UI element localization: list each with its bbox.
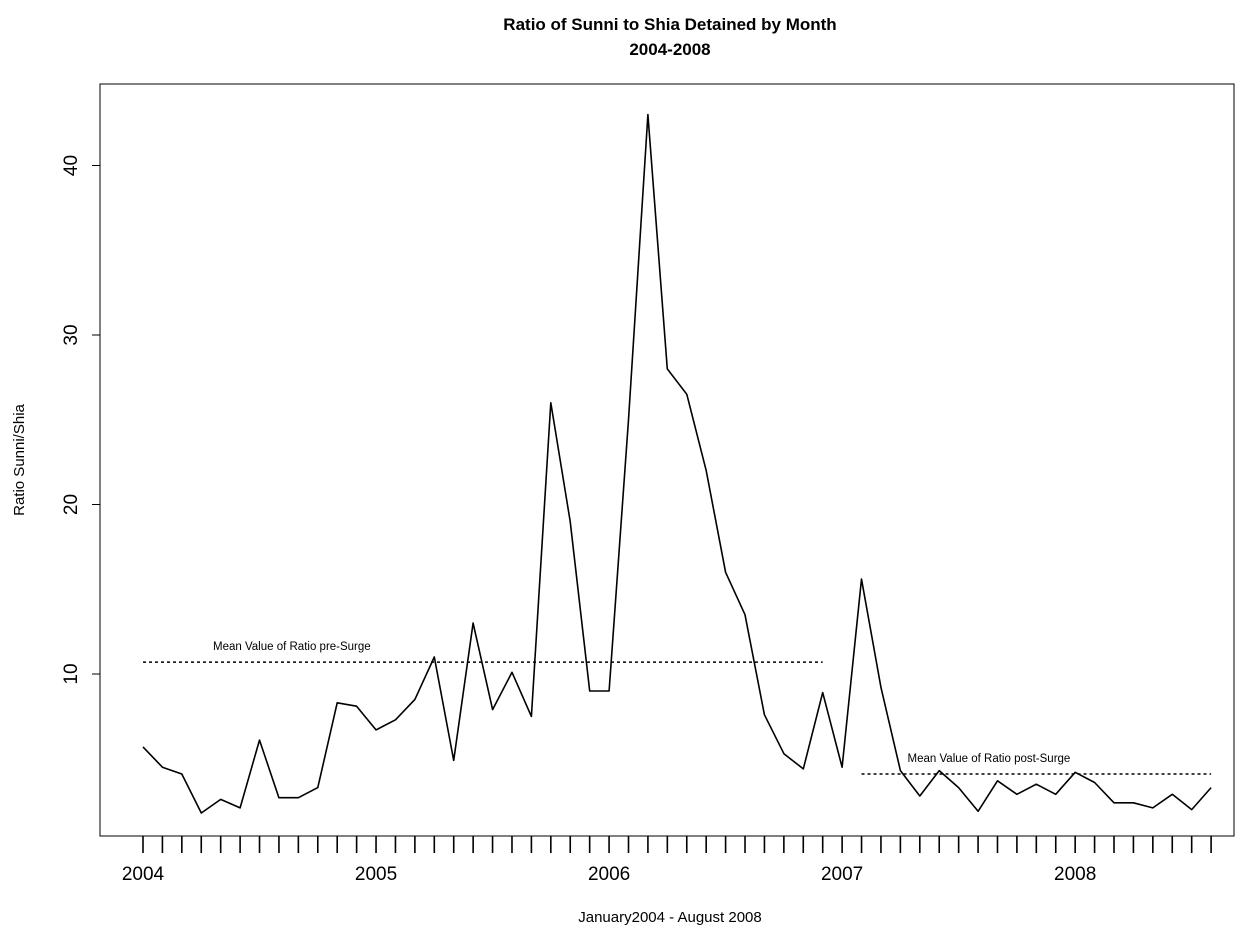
y-tick-label: 40 bbox=[61, 155, 82, 176]
x-tick-label: 2005 bbox=[355, 864, 397, 885]
x-axis-label: January2004 - August 2008 bbox=[578, 909, 761, 926]
series-group bbox=[142, 113, 1212, 814]
plot-frame bbox=[99, 83, 1235, 837]
series-line-0 bbox=[142, 113, 1212, 814]
y-axis-label: Ratio Sunni/Shia bbox=[11, 403, 28, 515]
x-tick-label: 2004 bbox=[122, 864, 165, 885]
y-tick-label: 20 bbox=[61, 494, 82, 515]
mean-label-post-surge: Mean Value of Ratio post-Surge bbox=[908, 753, 1071, 765]
chart-title: Ratio of Sunni to Shia Detained by Month bbox=[503, 15, 836, 34]
x-tick-label: 2007 bbox=[821, 864, 863, 885]
y-tick-label: 30 bbox=[61, 324, 82, 345]
x-axis: 2004 2005 2006 2007 2008 bbox=[122, 835, 1212, 885]
y-tick-label: 10 bbox=[61, 663, 82, 684]
mean-label-pre-surge: Mean Value of Ratio pre-Surge bbox=[213, 641, 371, 653]
x-tick-label: 2006 bbox=[588, 864, 630, 885]
chart-subtitle: 2004-2008 bbox=[629, 40, 710, 59]
y-axis: 10 20 30 40 bbox=[61, 155, 100, 685]
x-tick-label: 2008 bbox=[1054, 864, 1096, 885]
annotations: Mean Value of Ratio pre-Surge Mean Value … bbox=[143, 641, 1212, 775]
